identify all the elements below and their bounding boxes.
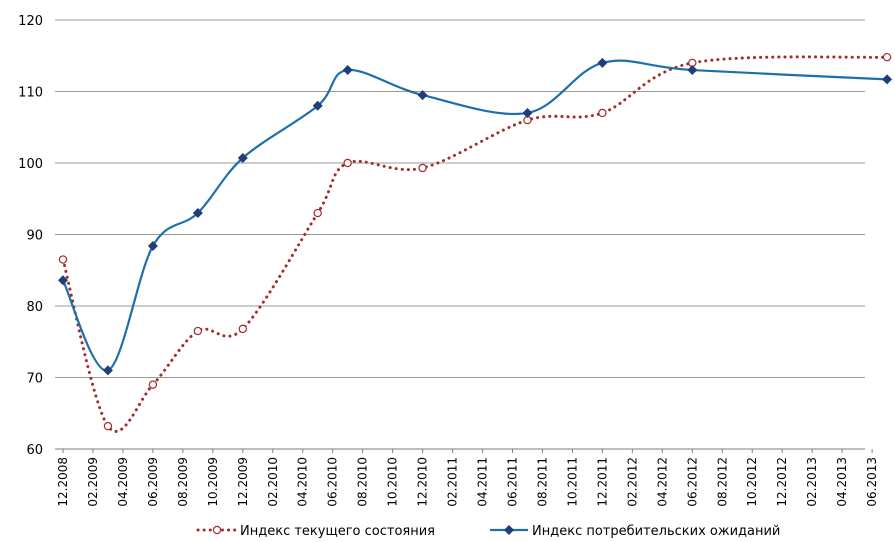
- y-tick-label: 60: [26, 443, 43, 458]
- x-tick-label: 08.2012: [715, 457, 729, 507]
- series-1: [58, 52, 892, 433]
- data-point: [58, 275, 68, 286]
- x-tick-label: 04.2011: [476, 457, 490, 507]
- x-tick-label: 10.2012: [745, 457, 759, 507]
- grid-lines: [55, 19, 865, 450]
- x-tick-label: 06.2011: [506, 457, 520, 507]
- y-tick-label: 70: [26, 372, 43, 387]
- y-tick-label: 120: [18, 14, 43, 29]
- data-point: [882, 52, 892, 62]
- data-point: [58, 255, 68, 264]
- data-point: [687, 65, 698, 76]
- x-tick-label: 08.2010: [356, 457, 370, 507]
- legend-item: Индекс потребительских ожиданий: [490, 524, 780, 539]
- data-point: [238, 324, 248, 334]
- data-point: [148, 380, 158, 389]
- x-tick-label: 04.2009: [116, 457, 130, 507]
- legend-marker: [504, 525, 514, 535]
- legend-item: Индекс текущего состояния: [196, 524, 435, 539]
- legend-label: Индекс потребительских ожиданий: [532, 524, 780, 539]
- data-point: [192, 208, 203, 219]
- legend-label: Индекс текущего состояния: [240, 524, 435, 539]
- x-tick-label: 02.2009: [86, 457, 100, 507]
- series-line: [61, 55, 889, 433]
- data-point: [147, 240, 158, 251]
- x-tick-label: 06.2009: [146, 457, 160, 507]
- data-point: [313, 208, 322, 218]
- series-layer: [58, 52, 893, 433]
- series-2: [58, 57, 893, 376]
- x-tick-label: 02.2010: [266, 457, 280, 507]
- legend: Индекс текущего состояния Индекс потребит…: [196, 524, 780, 539]
- x-tick-label: 12.2012: [775, 457, 789, 507]
- y-tick-label: 100: [18, 157, 43, 172]
- x-tick-label: 12.2008: [56, 457, 70, 507]
- x-tick-label: 04.2013: [835, 457, 849, 507]
- x-tick-label: 04.2012: [655, 457, 669, 507]
- series-line: [62, 59, 888, 372]
- data-point: [417, 90, 428, 101]
- x-tick-label: 02.2011: [446, 457, 460, 507]
- x-tick-label: 10.2011: [565, 457, 579, 507]
- x-tick-label: 02.2012: [625, 457, 639, 507]
- x-tick-label: 08.2009: [176, 457, 190, 507]
- x-tick-label: 04.2010: [296, 457, 310, 507]
- x-tick-label: 12.2010: [416, 457, 430, 507]
- data-point: [102, 365, 113, 376]
- x-axis-ticks: 12.2008 02.2009 04.2009 06.2009 08.2009 10.20…: [56, 449, 879, 507]
- x-tick-label: 06.2010: [326, 457, 340, 507]
- y-tick-label: 110: [18, 86, 43, 101]
- y-axis-ticks: 60 70 80 90 100 110 120: [18, 14, 43, 458]
- x-tick-label: 08.2011: [535, 457, 549, 507]
- data-point: [237, 152, 248, 163]
- x-tick-label: 10.2009: [206, 457, 220, 507]
- x-tick-label: 12.2011: [595, 457, 609, 507]
- y-tick-label: 90: [26, 229, 43, 244]
- x-tick-label: 12.2009: [236, 457, 250, 507]
- data-point: [103, 421, 113, 431]
- legend-marker: [212, 525, 222, 535]
- data-point: [882, 74, 893, 85]
- x-tick-label: 02.2013: [805, 457, 819, 507]
- x-tick-label: 06.2013: [865, 457, 879, 507]
- data-point: [343, 158, 352, 168]
- y-tick-label: 80: [26, 300, 43, 315]
- x-tick-label: 10.2010: [386, 457, 400, 507]
- data-point: [597, 57, 608, 68]
- data-point: [342, 65, 353, 76]
- data-point: [598, 108, 607, 118]
- data-point: [418, 163, 427, 173]
- data-point: [522, 107, 533, 118]
- x-tick-label: 06.2012: [685, 457, 699, 507]
- data-point: [193, 326, 203, 336]
- data-point: [312, 100, 323, 111]
